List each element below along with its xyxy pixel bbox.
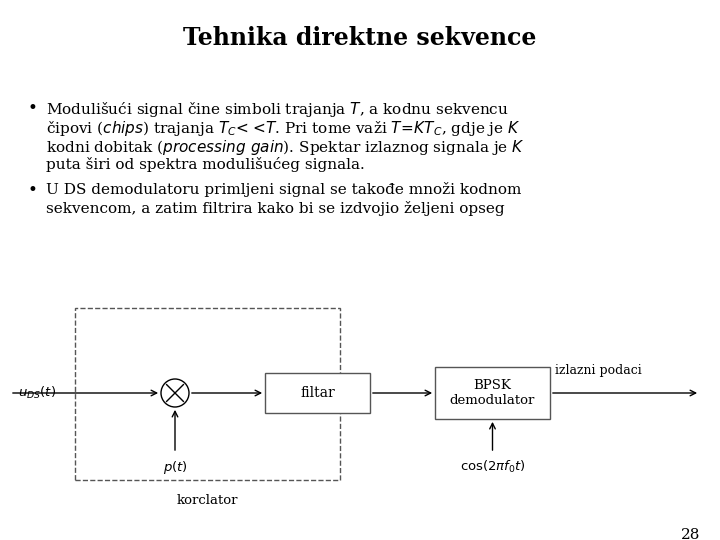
- Text: puta širi od spektra modulišućeg signala.: puta širi od spektra modulišućeg signala…: [46, 157, 365, 172]
- Text: korclator: korclator: [176, 494, 238, 507]
- Text: Modulišući signal čine simboli trajanja $T$, a kodnu sekvencu: Modulišući signal čine simboli trajanja …: [46, 100, 509, 119]
- Text: •: •: [28, 182, 38, 199]
- Text: Tehnika direktne sekvence: Tehnika direktne sekvence: [184, 26, 536, 50]
- Text: $p(t)$: $p(t)$: [163, 459, 187, 476]
- Text: kodni dobitak ($\mathit{processing\ gain}$). Spektar izlaznog signala je $K$: kodni dobitak ($\mathit{processing\ gain…: [46, 138, 525, 157]
- Text: •: •: [28, 100, 38, 117]
- Text: filtar: filtar: [300, 386, 335, 400]
- Text: $u_{DS}(t)$: $u_{DS}(t)$: [18, 385, 56, 401]
- Text: U DS demodulatoru primljeni signal se takođe množi kodnom: U DS demodulatoru primljeni signal se ta…: [46, 182, 521, 197]
- Text: BPSK
demodulator: BPSK demodulator: [450, 379, 535, 407]
- Text: sekvencom, a zatim filtrira kako bi se izdvojio željeni opseg: sekvencom, a zatim filtrira kako bi se i…: [46, 201, 505, 216]
- Text: čipovi ($\mathit{chips}$) trajanja $T_C\!<\!<\!T$. Pri tome važi $T\!=\!KT_C$, g: čipovi ($\mathit{chips}$) trajanja $T_C\…: [46, 119, 521, 138]
- Bar: [75, 308, 340, 480]
- Bar: [435, 367, 550, 419]
- Text: 28: 28: [680, 528, 700, 540]
- Text: $\cos(2\pi f_0 t)$: $\cos(2\pi f_0 t)$: [459, 459, 526, 475]
- Bar: [265, 373, 370, 413]
- Text: izlazni podaci: izlazni podaci: [555, 364, 642, 377]
